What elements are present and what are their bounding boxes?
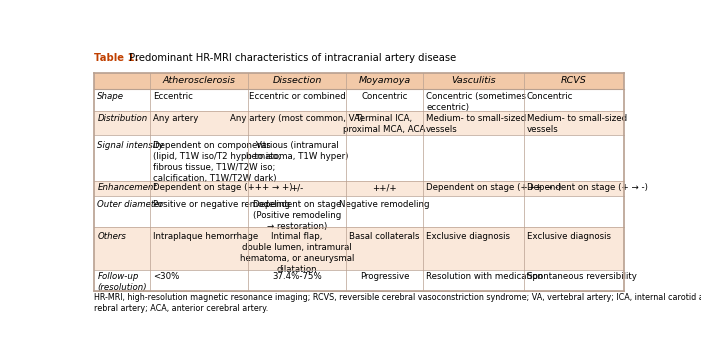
Bar xyxy=(94,270,625,291)
Text: HR-MRI, high-resolution magnetic resonance imaging; RCVS, reversible cerebral va: HR-MRI, high-resolution magnetic resonan… xyxy=(94,293,701,313)
Text: Follow-up
(resolution): Follow-up (resolution) xyxy=(97,273,147,292)
Text: Vasculitis: Vasculitis xyxy=(451,76,496,85)
Text: Atherosclerosis: Atherosclerosis xyxy=(163,76,236,85)
Text: Resolution with medication: Resolution with medication xyxy=(426,273,543,282)
Bar xyxy=(94,135,625,181)
Text: Positive or negative remodeling: Positive or negative remodeling xyxy=(153,200,290,209)
Text: Outer diameter: Outer diameter xyxy=(97,200,163,209)
Text: Medium- to small-sized
vessels: Medium- to small-sized vessels xyxy=(426,113,526,134)
Text: Shape: Shape xyxy=(97,92,124,101)
Text: Dependent on stage (+ → -): Dependent on stage (+ → -) xyxy=(527,183,648,192)
Bar xyxy=(94,89,625,111)
Bar xyxy=(94,226,625,270)
Text: <30%: <30% xyxy=(153,273,179,282)
Text: Dissection: Dissection xyxy=(272,76,322,85)
Text: ++/+: ++/+ xyxy=(372,183,397,192)
Text: Progressive: Progressive xyxy=(360,273,409,282)
Text: Concentric (sometimes
eccentric): Concentric (sometimes eccentric) xyxy=(426,92,526,112)
Text: Signal intensity: Signal intensity xyxy=(97,141,164,150)
Text: +/-: +/- xyxy=(290,183,304,192)
Text: RCVS: RCVS xyxy=(561,76,587,85)
Text: Concentric: Concentric xyxy=(361,92,408,101)
Text: Negative remodeling: Negative remodeling xyxy=(339,200,430,209)
Text: Dependent on stage (+++ → +): Dependent on stage (+++ → +) xyxy=(153,183,292,192)
Text: Terminal ICA,
proximal MCA, ACA: Terminal ICA, proximal MCA, ACA xyxy=(343,113,426,134)
Text: Spontaneous reversibility: Spontaneous reversibility xyxy=(527,273,637,282)
Text: Medium- to small-sized
vessels: Medium- to small-sized vessels xyxy=(527,113,627,134)
Text: Predominant HR-MRI characteristics of intracranial artery disease: Predominant HR-MRI characteristics of in… xyxy=(125,53,456,63)
Text: Any artery: Any artery xyxy=(153,113,198,122)
Text: Any artery (most common, VA): Any artery (most common, VA) xyxy=(231,113,364,122)
Bar xyxy=(94,181,625,197)
Text: Intraplaque hemorrhage: Intraplaque hemorrhage xyxy=(153,232,259,241)
Text: Dependent on stage
(Positive remodeling
→ restoration): Dependent on stage (Positive remodeling … xyxy=(253,200,341,231)
Text: 37.4%-75%: 37.4%-75% xyxy=(272,273,322,282)
Text: Moyamoya: Moyamoya xyxy=(358,76,411,85)
Text: Eccentric or combined: Eccentric or combined xyxy=(249,92,346,101)
Bar xyxy=(94,73,625,89)
Bar xyxy=(94,197,625,226)
Text: Concentric: Concentric xyxy=(527,92,573,101)
Text: Table 1.: Table 1. xyxy=(94,53,139,63)
Text: Exclusive diagnosis: Exclusive diagnosis xyxy=(426,232,510,241)
Text: Distribution: Distribution xyxy=(97,113,148,122)
Text: Eccentric: Eccentric xyxy=(153,92,193,101)
Text: Exclusive diagnosis: Exclusive diagnosis xyxy=(527,232,611,241)
Text: Dependent on stage (+++ → -): Dependent on stage (+++ → -) xyxy=(426,183,562,192)
Text: Enhancement: Enhancement xyxy=(97,183,157,192)
Text: Others: Others xyxy=(97,232,126,241)
Text: Intimal flap,
double lumen, intramural
hematoma, or aneurysmal
dilatation: Intimal flap, double lumen, intramural h… xyxy=(240,232,354,274)
Text: Various (intramural
hematoma, T1W hyper): Various (intramural hematoma, T1W hyper) xyxy=(246,141,348,161)
Bar xyxy=(94,111,625,135)
Text: Basal collaterals: Basal collaterals xyxy=(349,232,420,241)
Text: Dependent on components
(lipid, T1W iso/T2 hypo to iso;
fibrous tissue, T1W/T2W : Dependent on components (lipid, T1W iso/… xyxy=(153,141,281,183)
